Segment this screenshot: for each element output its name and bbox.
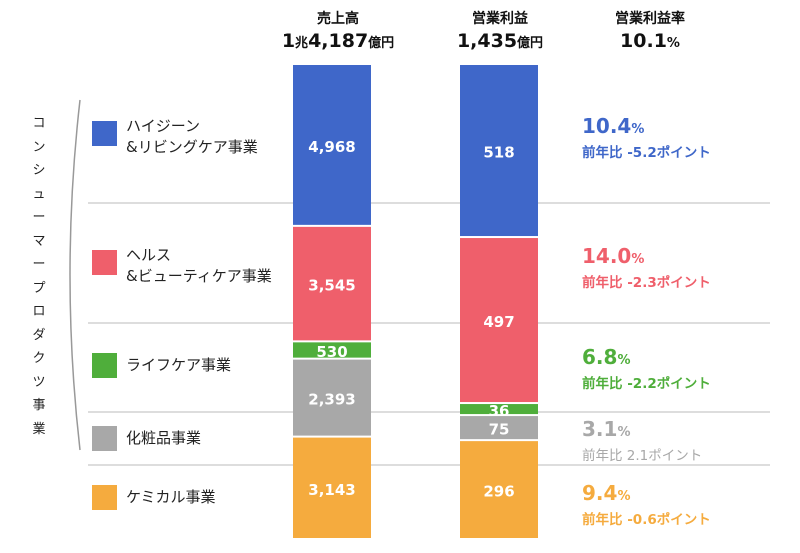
legend-swatch-chemical: [92, 485, 117, 510]
bar-segment: [293, 65, 371, 225]
side-label-char: ン: [32, 139, 46, 155]
margin-lifecare: 6.8% 前年比 -2.2ポイント: [582, 345, 711, 392]
side-label-char: 事: [32, 398, 46, 413]
bar-segment: [460, 65, 538, 237]
side-label-char: ダ: [32, 327, 46, 343]
margin-health-beauty: 14.0% 前年比 -2.3ポイント: [582, 244, 711, 291]
operating-profit-header-title: 営業利益: [472, 11, 528, 27]
margin-header: 営業利益率 10.1%: [575, 8, 725, 52]
bar-segment: [293, 342, 371, 358]
sales-header-title: 売上高: [317, 11, 359, 27]
legend-label-chemical: ケミカル事業: [126, 488, 216, 506]
margin-chemical: 9.4% 前年比 -0.6ポイント: [582, 481, 711, 528]
legend-swatch-lifecare: [92, 353, 117, 378]
bar-value-label: 518: [483, 144, 514, 162]
bar-value-label: 3,545: [308, 277, 355, 295]
side-label-char: ク: [32, 351, 46, 366]
legend-swatch-cosmetics: [92, 426, 117, 451]
margin-header-value: 10.1%: [620, 30, 680, 52]
side-label-char: ー: [32, 257, 46, 272]
bar-value-label: 36: [489, 402, 510, 420]
bar-value-label: 530: [316, 343, 347, 361]
legend-label-cosmetics: 化粧品事業: [126, 429, 202, 447]
bar-segment: [460, 238, 538, 403]
group-bracket: [69, 99, 81, 451]
legend-swatch-hygiene: [92, 121, 117, 146]
operating-profit-header-value: 1,435億円: [456, 30, 544, 52]
bar-segment: [293, 437, 371, 538]
legend-swatch-health-beauty: [92, 250, 117, 275]
consumer-products-group-label: コンシューマープロダクツ事業: [30, 112, 48, 441]
legend-label-health-beauty: ヘルス &ビューティケア事業: [126, 246, 272, 285]
margin-header-title: 営業利益率: [615, 11, 685, 27]
bar-segment: [293, 226, 371, 341]
margin-hygiene: 10.4% 前年比 -5.2ポイント: [582, 114, 711, 161]
bar-segment: [293, 359, 371, 436]
bar-value-label: 3,143: [308, 481, 355, 499]
side-label-char: プ: [32, 280, 46, 296]
bar-segment: [460, 416, 538, 440]
side-label-char: マ: [32, 233, 46, 249]
bar-value-label: 296: [483, 483, 514, 501]
sales-header-value: 1兆4,187億円: [281, 30, 395, 52]
sales-header: 売上高 1兆4,187億円: [258, 8, 418, 52]
side-label-char: コ: [32, 116, 46, 131]
operating-profit-header: 営業利益 1,435億円: [420, 8, 580, 52]
side-label-char: ュ: [32, 186, 46, 202]
bar-value-label: 497: [483, 313, 514, 331]
side-label-char: ー: [32, 210, 46, 225]
bar-value-label: 2,393: [308, 391, 355, 409]
side-label-char: ロ: [32, 304, 46, 319]
legend-label-hygiene: ハイジーン &リビングケア事業: [126, 117, 258, 156]
bar-segment: [460, 404, 538, 415]
side-label-char: ツ: [32, 374, 46, 390]
legend-label-lifecare: ライフケア事業: [126, 356, 232, 374]
margin-cosmetics: 3.1% 前年比 2.1ポイント: [582, 417, 703, 464]
bar-value-label: 75: [489, 421, 510, 439]
side-label-char: シ: [32, 163, 46, 178]
bar-value-label: 4,968: [308, 138, 355, 156]
side-label-char: 業: [32, 421, 46, 437]
bar-segment: [460, 441, 538, 538]
